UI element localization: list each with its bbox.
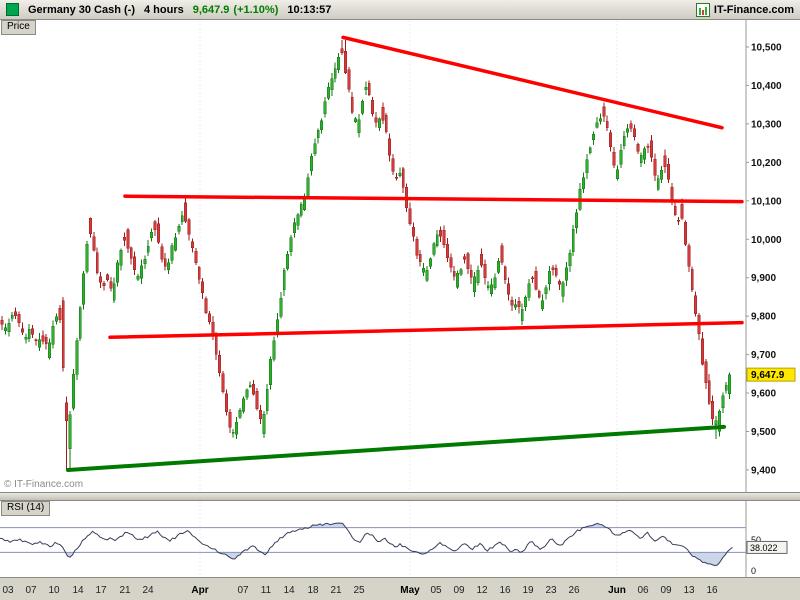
svg-text:09: 09: [453, 585, 465, 596]
svg-text:07: 07: [25, 585, 37, 596]
svg-text:09: 09: [660, 585, 672, 596]
horizontal-resistance: [123, 194, 744, 204]
svg-text:10,400: 10,400: [751, 81, 782, 92]
rsi-month-gridlines: [199, 501, 618, 577]
price-chart-panel[interactable]: 10,500 10,400 10,300 10,200 10,100 10,000 9,90…: [0, 20, 800, 492]
svg-text:26: 26: [568, 585, 580, 596]
svg-text:05: 05: [430, 585, 442, 596]
watermark: © IT-Finance.com: [4, 479, 84, 490]
svg-text:Apr: Apr: [191, 585, 208, 596]
rising-support: [108, 320, 744, 340]
trend-lines[interactable]: [66, 35, 744, 472]
last-price-badge: 9,647.9: [746, 367, 796, 382]
svg-text:10,500: 10,500: [751, 43, 782, 54]
svg-text:10,200: 10,200: [751, 158, 782, 169]
svg-text:10,300: 10,300: [751, 119, 782, 130]
svg-text:16: 16: [706, 585, 718, 596]
rsi-overbought-shade: [309, 523, 346, 528]
svg-text:12: 12: [476, 585, 488, 596]
svg-text:9,400: 9,400: [751, 465, 776, 476]
rsi-axis: 50 0 38.022: [745, 501, 788, 577]
svg-text:16: 16: [499, 585, 511, 596]
rsi-oversold-shade: [418, 552, 428, 555]
svg-text:21: 21: [119, 585, 131, 596]
svg-text:0: 0: [751, 566, 756, 576]
svg-text:11: 11: [261, 585, 272, 596]
svg-text:07: 07: [237, 585, 249, 596]
last-price: 9,647.9: [192, 3, 230, 16]
svg-text:9,500: 9,500: [751, 427, 776, 438]
timeframe-label: 4 hours: [143, 3, 184, 16]
svg-text:17: 17: [95, 585, 107, 596]
descending-resistance: [341, 35, 724, 130]
tab-price[interactable]: Price: [1, 20, 36, 35]
rsi-line: [0, 522, 733, 567]
tab-rsi[interactable]: RSI (14): [1, 501, 51, 516]
quote-time: 10:13:57: [287, 3, 332, 16]
svg-text:May: May: [400, 585, 420, 596]
price-axis: 10,500 10,400 10,300 10,200 10,100 10,000 9,90…: [745, 20, 782, 492]
candlestick-series: [0, 40, 732, 470]
brand: IT-Finance.com: [695, 2, 794, 17]
svg-text:23: 23: [545, 585, 557, 596]
time-axis[interactable]: 03 07 10 14 17 21 24 Apr 07 11 14 18 21 25 May 05 09 12 16…: [0, 577, 800, 600]
price-plot[interactable]: 10,500 10,400 10,300 10,200 10,100 10,000 9,90…: [0, 20, 800, 492]
svg-text:18: 18: [307, 585, 319, 596]
brand-chart-icon: [695, 2, 710, 17]
brand-name: IT-Finance.com: [713, 3, 794, 16]
rsi-panel[interactable]: 50 0 38.022 RSI (14): [0, 501, 800, 577]
instrument-name: Germany 30 Cash (-): [28, 3, 135, 16]
svg-text:9,900: 9,900: [751, 273, 776, 284]
svg-text:50: 50: [751, 535, 761, 545]
svg-text:9,647.9: 9,647.9: [751, 370, 785, 381]
svg-text:19: 19: [522, 585, 534, 596]
svg-text:03: 03: [2, 585, 14, 596]
svg-text:21: 21: [330, 585, 342, 596]
instrument-icon: [6, 3, 19, 16]
svg-text:10,000: 10,000: [751, 235, 782, 246]
svg-text:24: 24: [142, 585, 154, 596]
svg-text:06: 06: [637, 585, 649, 596]
rsi-plot[interactable]: 50 0 38.022: [0, 501, 800, 577]
date-labels: 03 07 10 14 17 21 24 Apr 07 11 14 18 21 25 May 05 09 12 16…: [2, 585, 718, 596]
svg-text:14: 14: [72, 585, 84, 596]
ascending-trendline: [66, 424, 726, 472]
svg-text:9,800: 9,800: [751, 312, 776, 323]
time-axis-labels: 03 07 10 14 17 21 24 Apr 07 11 14 18 21 25 May 05 09 12 16…: [2, 585, 718, 596]
price-change: (+1.10%): [233, 3, 279, 16]
svg-text:38.022: 38.022: [750, 543, 778, 553]
svg-text:Jun: Jun: [608, 585, 626, 596]
svg-text:25: 25: [353, 585, 365, 596]
rsi-oversold-shade: [689, 552, 727, 566]
panel-splitter[interactable]: [0, 492, 800, 501]
svg-text:10: 10: [48, 585, 60, 596]
svg-text:14: 14: [283, 585, 295, 596]
svg-text:9,700: 9,700: [751, 350, 776, 361]
title-bar: Germany 30 Cash (-) 4 hours 9,647.9 (+1.…: [0, 0, 800, 20]
month-gridlines: [199, 20, 618, 492]
svg-text:10,100: 10,100: [751, 196, 782, 207]
svg-text:13: 13: [683, 585, 695, 596]
svg-text:9,600: 9,600: [751, 389, 776, 400]
